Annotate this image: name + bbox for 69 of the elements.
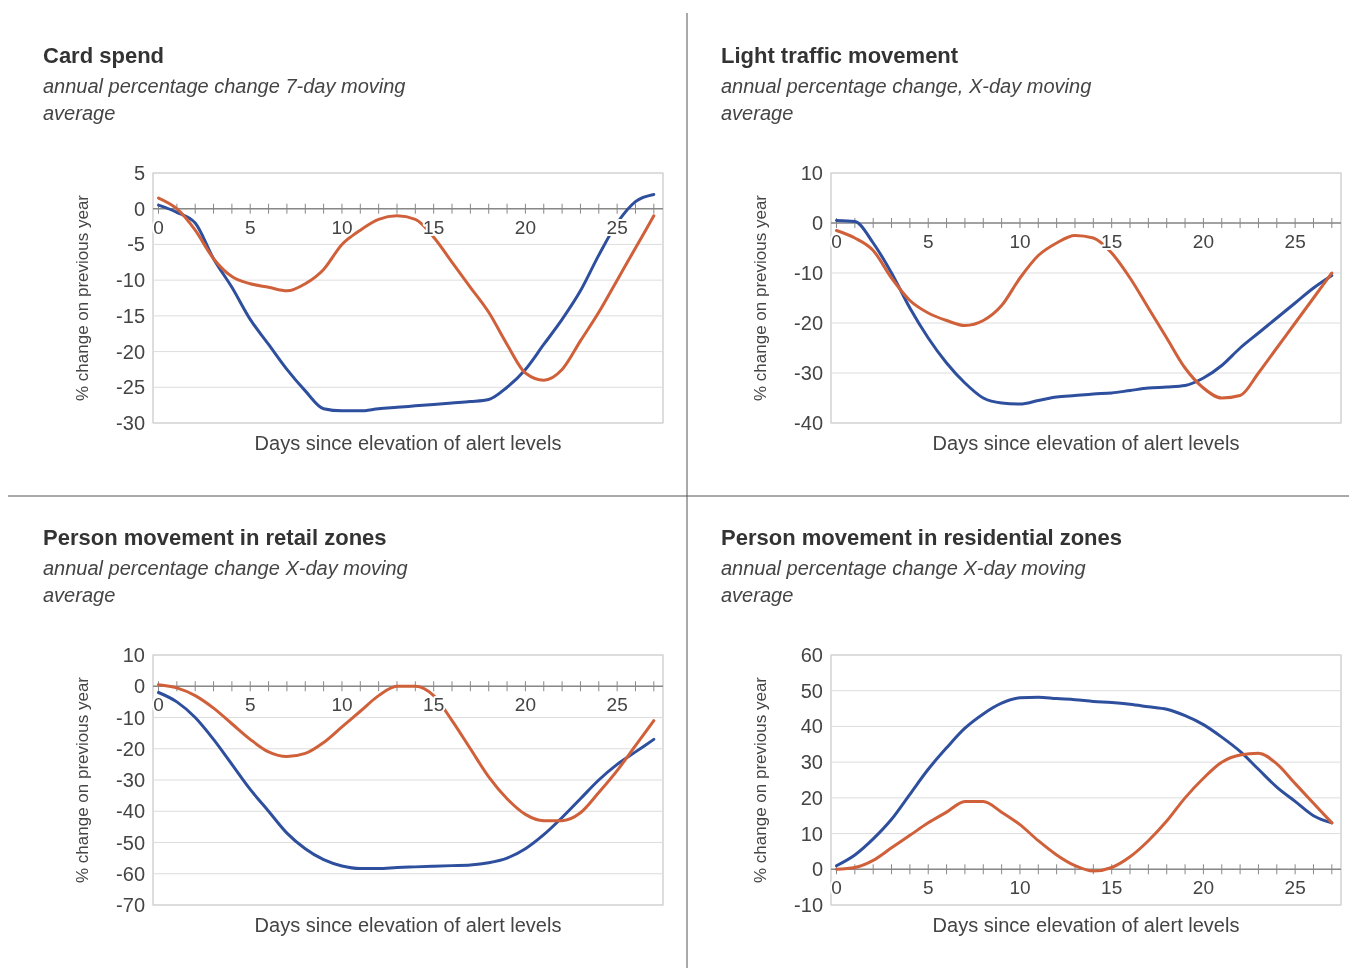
chart-title: Card spend [43,43,165,68]
x-axis-title: Days since elevation of alert levels [254,914,562,936]
y-tick-label: 30 [800,751,823,774]
chart-subtitle: annual percentage change, X-day moving average [721,75,1092,124]
y-tick-label: -40 [116,800,145,823]
y-axis-title: % change on previous year [751,194,770,402]
y-axis-title: % change on previous year [751,676,770,884]
chart-title: Light traffic movement [721,43,959,68]
x-tick-label: 10 [331,216,353,238]
x-tick-label: 15 [423,216,445,238]
x-tick-label: 20 [1192,231,1214,252]
x-tick-label: 15 [1101,231,1123,252]
y-tick-label: 40 [800,715,823,738]
y-tick-label: -60 [116,862,145,885]
x-tick-label: 5 [244,216,256,238]
y-tick-label: -30 [116,769,145,791]
x-tick-label: 5 [922,231,934,252]
x-tick-label: 0 [153,694,164,716]
y-tick-label: 60 [800,644,823,666]
y-tick-label: 0 [133,675,145,698]
y-tick-label: -70 [116,894,145,916]
x-tick-label: 25 [1284,231,1306,252]
y-tick-label: 0 [811,858,823,881]
x-tick-label: 20 [1192,877,1214,899]
x-tick-label: 10 [1009,231,1031,252]
y-tick-label: 50 [800,679,823,702]
chart-title: Person movement in retail zones [43,525,387,550]
y-tick-label: -25 [116,376,145,399]
y-tick-label: -5 [127,233,145,256]
x-tick-label: 15 [1101,877,1123,899]
x-axis-title: Days since elevation of alert levels [932,432,1240,454]
chart-title: Person movement in residential zones [721,525,1123,550]
y-tick-label: 10 [122,644,145,666]
y-tick-label: 0 [133,197,145,220]
x-tick-label: 25 [606,694,628,716]
y-tick-label: -10 [116,706,145,729]
x-tick-label: 20 [514,216,536,238]
y-axis-title: % change on previous year [73,194,92,402]
y-tick-label: 10 [800,822,823,845]
y-tick-label: -10 [794,894,823,916]
x-tick-label: 25 [1284,877,1306,899]
chart-subtitle: annual percentage change 7-day moving average [43,75,406,124]
y-tick-label: -10 [116,269,145,292]
y-tick-label: -20 [116,737,145,760]
x-tick-label: 5 [244,694,256,716]
y-tick-label: -20 [794,312,823,334]
x-axis-title: Days since elevation of alert levels [932,914,1240,936]
x-tick-label: 0 [831,231,842,252]
y-tick-label: 5 [133,162,145,184]
y-tick-label: -30 [116,412,145,434]
x-tick-label: 10 [331,694,353,716]
x-axis-title: Days since elevation of alert levels [254,432,562,454]
y-tick-label: 20 [800,786,823,809]
x-tick-label: 0 [153,216,164,238]
y-tick-label: -30 [794,362,823,384]
y-tick-label: 10 [800,162,823,184]
x-tick-label: 0 [831,877,842,899]
chart-subtitle: annual percentage change X-day moving average [721,557,1086,606]
line-series [835,751,1334,873]
chart-subtitle: annual percentage change X-day moving average [43,557,408,606]
x-tick-label: 5 [922,877,934,899]
x-tick-label: 10 [1009,877,1031,899]
y-tick-label: -40 [794,412,823,434]
x-tick-label: 20 [514,694,536,716]
y-axis-title: % change on previous year [73,676,92,884]
y-tick-label: -20 [116,340,145,363]
y-tick-label: -10 [794,262,823,284]
y-tick-label: -15 [116,304,145,327]
y-tick-label: -50 [116,831,145,854]
